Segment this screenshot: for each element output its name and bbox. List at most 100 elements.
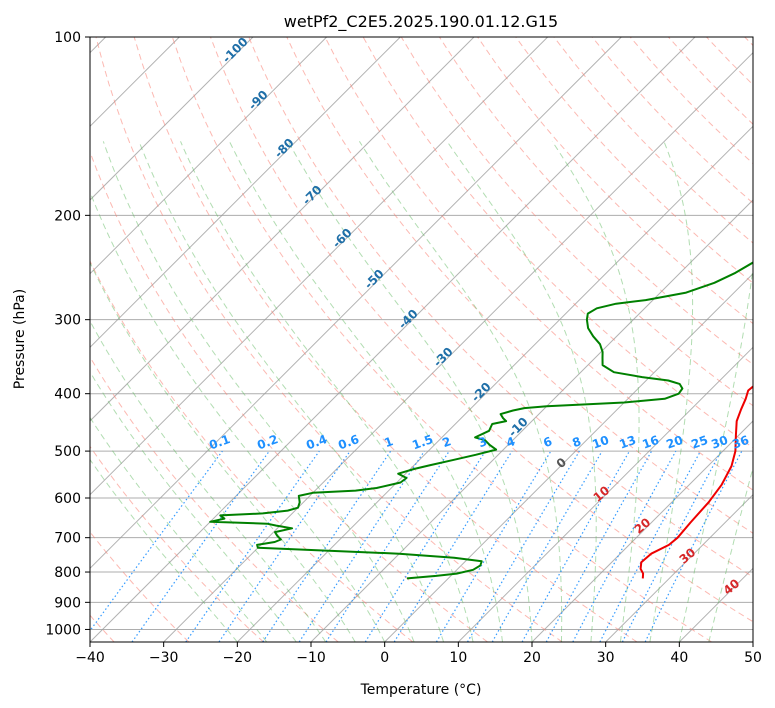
mixing-ratio-line bbox=[572, 450, 677, 642]
isotherm-line bbox=[90, 37, 549, 496]
dry-adiabat-line bbox=[90, 259, 414, 642]
x-tick-label: 20 bbox=[523, 650, 541, 666]
mixing-ratio-label: 20 bbox=[664, 433, 684, 452]
dry-adiabat-line bbox=[553, 37, 753, 244]
mixing-ratio-label: 1 bbox=[382, 434, 395, 450]
y-tick-label: 500 bbox=[54, 444, 81, 460]
mixing-ratio-line bbox=[298, 450, 425, 642]
isotherm-line bbox=[384, 272, 753, 642]
moist-adiabat-line bbox=[90, 370, 297, 642]
x-tick-label: −30 bbox=[149, 650, 179, 666]
mixing-ratio-line bbox=[131, 450, 270, 642]
isotherm-line bbox=[310, 199, 753, 642]
dry-adiabat-label: -40 bbox=[396, 307, 421, 332]
dry-adiabat-label: -20 bbox=[469, 380, 494, 405]
mixing-ratio-line bbox=[185, 450, 320, 642]
y-tick-label: 400 bbox=[54, 387, 81, 403]
dry-adiabat-line bbox=[706, 37, 753, 86]
dry-adiabat-line bbox=[286, 37, 753, 534]
mixing-ratio-line bbox=[325, 450, 450, 642]
dry-adiabat-line bbox=[324, 37, 753, 491]
moist-adiabat-line bbox=[287, 141, 533, 642]
chart-title: wetPf2_C2E5.2025.190.01.12.G15 bbox=[284, 12, 558, 32]
mixing-ratio-label: 0.4 bbox=[304, 432, 329, 452]
moist-adiabat-line bbox=[228, 141, 503, 642]
y-tick-label: 900 bbox=[54, 595, 81, 611]
mixing-ratio-line bbox=[545, 450, 653, 642]
dry-adiabat-label: -100 bbox=[220, 35, 251, 66]
x-axis-label: Temperature (°C) bbox=[360, 682, 482, 698]
dry-adiabat-line bbox=[90, 356, 339, 642]
moist-adiabat-line bbox=[358, 141, 563, 642]
mixing-ratio-line bbox=[262, 450, 392, 642]
dry-adiabat-label: -30 bbox=[431, 345, 456, 370]
label-layer: 0.1 0.2 0.4 0.6 1 1.5 2 3 4 6 8 10 13 16 20 25 30 36-100-… bbox=[207, 35, 751, 598]
moist-adiabat-label: 10 bbox=[591, 483, 613, 504]
dewpoint-line bbox=[209, 261, 753, 580]
dry-adiabat-line bbox=[133, 37, 638, 642]
mixing-ratio-label: 8 bbox=[570, 434, 583, 450]
y-tick-label: 200 bbox=[54, 208, 81, 224]
mixing-ratio-line bbox=[644, 450, 743, 642]
mixing-ratio-label: 0.1 bbox=[207, 432, 232, 452]
moist-adiabat-line bbox=[446, 141, 597, 642]
mixing-ratio-line bbox=[364, 450, 486, 642]
mixing-ratio-label: 16 bbox=[640, 433, 660, 452]
axis-layer: −40 −30 −20 −10 0 10 20 30 40 5010020030040050060… bbox=[45, 30, 762, 666]
mixing-ratio-label: 30 bbox=[709, 433, 729, 452]
mixing-ratio-label: 2 bbox=[440, 434, 453, 450]
dry-adiabat-line bbox=[515, 37, 753, 284]
dry-adiabat-line bbox=[90, 445, 264, 642]
x-tick-label: 10 bbox=[449, 650, 467, 666]
series-layer bbox=[209, 261, 753, 580]
x-tick-label: 50 bbox=[744, 650, 762, 666]
mixing-ratio-label: 25 bbox=[689, 433, 709, 452]
moist-adiabat-line bbox=[551, 141, 640, 642]
mixing-ratio-line bbox=[521, 450, 631, 642]
isotherm-line bbox=[90, 37, 401, 349]
moist-adiabat-line bbox=[649, 141, 694, 642]
isotherm-line bbox=[531, 420, 753, 642]
plot-frame bbox=[89, 36, 754, 643]
mixing-ratio-line bbox=[393, 450, 513, 642]
mixing-ratio-label: 0.2 bbox=[255, 432, 280, 452]
x-tick-label: −10 bbox=[296, 650, 326, 666]
moist-adiabat-line bbox=[90, 261, 356, 642]
dry-adiabat-label: -60 bbox=[330, 226, 355, 251]
mixing-ratio-label: 36 bbox=[730, 433, 750, 452]
moist-adiabat-line bbox=[102, 141, 415, 642]
mixing-ratio-label: 0.6 bbox=[336, 432, 361, 452]
mixing-ratio-label: 3 bbox=[476, 434, 489, 450]
isotherm-line bbox=[90, 37, 328, 275]
temperature-line bbox=[639, 385, 753, 579]
isotherm-line bbox=[90, 37, 475, 422]
x-tick-label: 30 bbox=[597, 650, 615, 666]
y-axis-label: Pressure (hPa) bbox=[12, 289, 28, 389]
dry-adiabat-label: -90 bbox=[246, 88, 271, 113]
moist-adiabat-line bbox=[708, 465, 753, 642]
y-tick-label: 700 bbox=[54, 531, 81, 547]
x-tick-label: 40 bbox=[670, 650, 688, 666]
y-tick-label: 100 bbox=[54, 30, 81, 46]
dry-adiabat-line bbox=[248, 37, 753, 578]
mixing-ratio-label: 1.5 bbox=[410, 432, 435, 452]
mixing-ratio-line bbox=[90, 450, 223, 632]
dry-adiabat-label: -50 bbox=[362, 267, 387, 292]
x-tick-label: −20 bbox=[223, 650, 253, 666]
x-tick-label: −40 bbox=[75, 650, 105, 666]
isotherm-line bbox=[90, 37, 254, 201]
y-tick-label: 800 bbox=[54, 565, 81, 581]
moist-adiabat-line bbox=[180, 141, 474, 642]
moist-adiabat-label: 30 bbox=[677, 545, 699, 566]
moist-adiabat-line bbox=[678, 264, 753, 642]
isotherm-line bbox=[90, 37, 696, 642]
mixing-ratio-label: 10 bbox=[590, 433, 610, 452]
isotherm-line bbox=[457, 346, 753, 642]
mixing-ratio-line bbox=[218, 450, 351, 642]
dry-adiabat-line bbox=[95, 37, 563, 642]
isotherm-line bbox=[605, 493, 753, 642]
moist-adiabat-line bbox=[138, 141, 445, 642]
isotherm-line bbox=[90, 37, 622, 570]
dry-adiabat-line bbox=[744, 37, 753, 47]
